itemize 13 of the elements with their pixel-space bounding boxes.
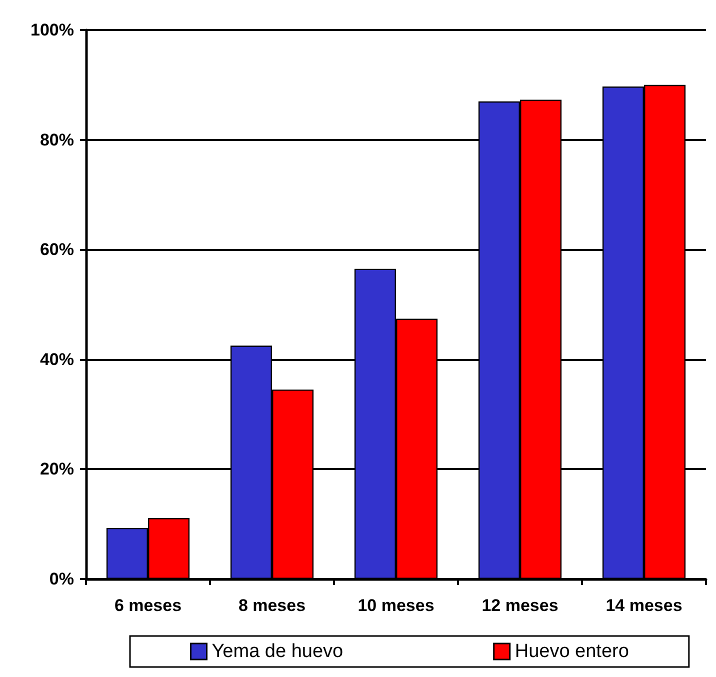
y-tick-label: 60% [40, 240, 74, 260]
x-tick-label: 12 meses [482, 596, 558, 615]
y-tick-label: 100% [30, 20, 74, 40]
x-tick-label: 14 meses [606, 596, 682, 615]
legend-label: Huevo entero [514, 641, 629, 662]
legend-label: Yema de huevo [212, 641, 344, 662]
x-tick-label: 8 meses [238, 596, 306, 615]
y-tick-label: 0% [49, 570, 74, 588]
y-tick-label: 20% [40, 460, 74, 479]
x-tick-label: 6 meses [114, 596, 182, 615]
x-tick-label: 10 meses [358, 596, 434, 615]
y-tick-label: 40% [40, 350, 74, 369]
y-tick-label: 80% [40, 130, 74, 150]
